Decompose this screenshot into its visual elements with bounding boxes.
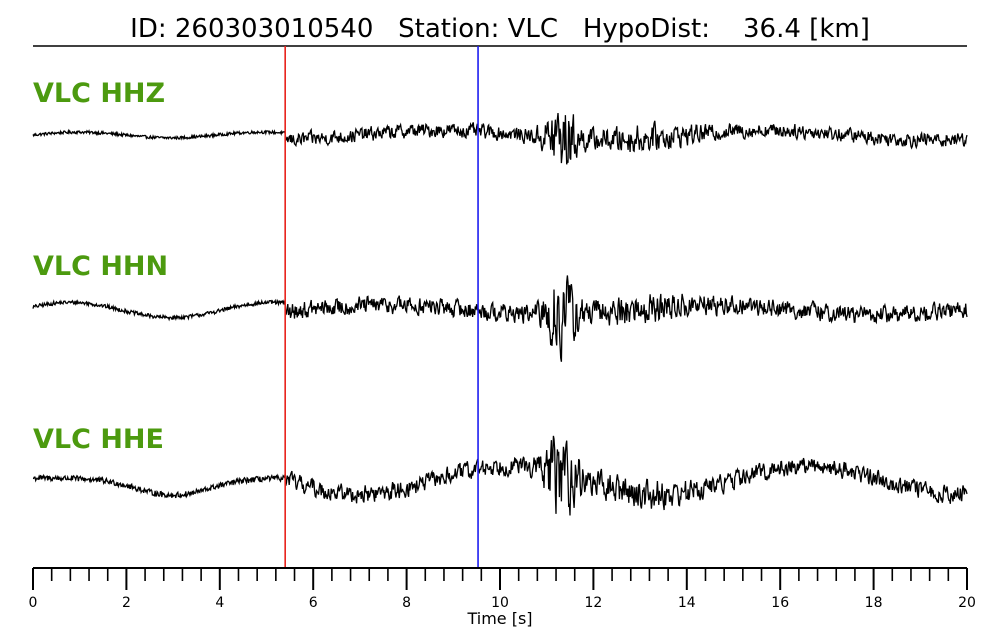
x-tick-label: 14: [678, 595, 696, 611]
x-tick-label: 6: [309, 595, 318, 611]
x-axis-label: Time [s]: [466, 609, 532, 628]
trace-vlc-hhe: [33, 436, 967, 516]
x-tick-label: 16: [771, 595, 789, 611]
x-tick-label: 2: [122, 595, 131, 611]
x-tick-label: 20: [958, 595, 976, 611]
channel-label-vlc-hhn: VLC HHN: [33, 251, 168, 282]
x-tick-label: 18: [865, 595, 883, 611]
hypodist-label: HypoDist:: [583, 14, 710, 44]
x-tick-label: 8: [402, 595, 411, 611]
event-id-text: ID: 260303010540: [130, 14, 373, 44]
trace-vlc-hhn: [33, 275, 967, 361]
station-text: Station: VLC: [398, 14, 558, 44]
channel-label-vlc-hhz: VLC HHZ: [33, 78, 165, 109]
trace-vlc-hhz: [33, 113, 967, 164]
x-tick-label: 0: [29, 595, 38, 611]
hypodist-value: 36.4 [km]: [743, 14, 870, 44]
chart-title: ID: 260303010540 Station: VLC HypoDist: …: [130, 14, 870, 44]
x-tick-label: 4: [215, 595, 224, 611]
x-tick-label: 12: [584, 595, 602, 611]
time-axis: 0 2 4 6 8 10 12 14 16 18 20: [29, 568, 976, 611]
traces-group: [33, 113, 967, 515]
channel-label-vlc-hhe: VLC HHE: [33, 424, 164, 455]
